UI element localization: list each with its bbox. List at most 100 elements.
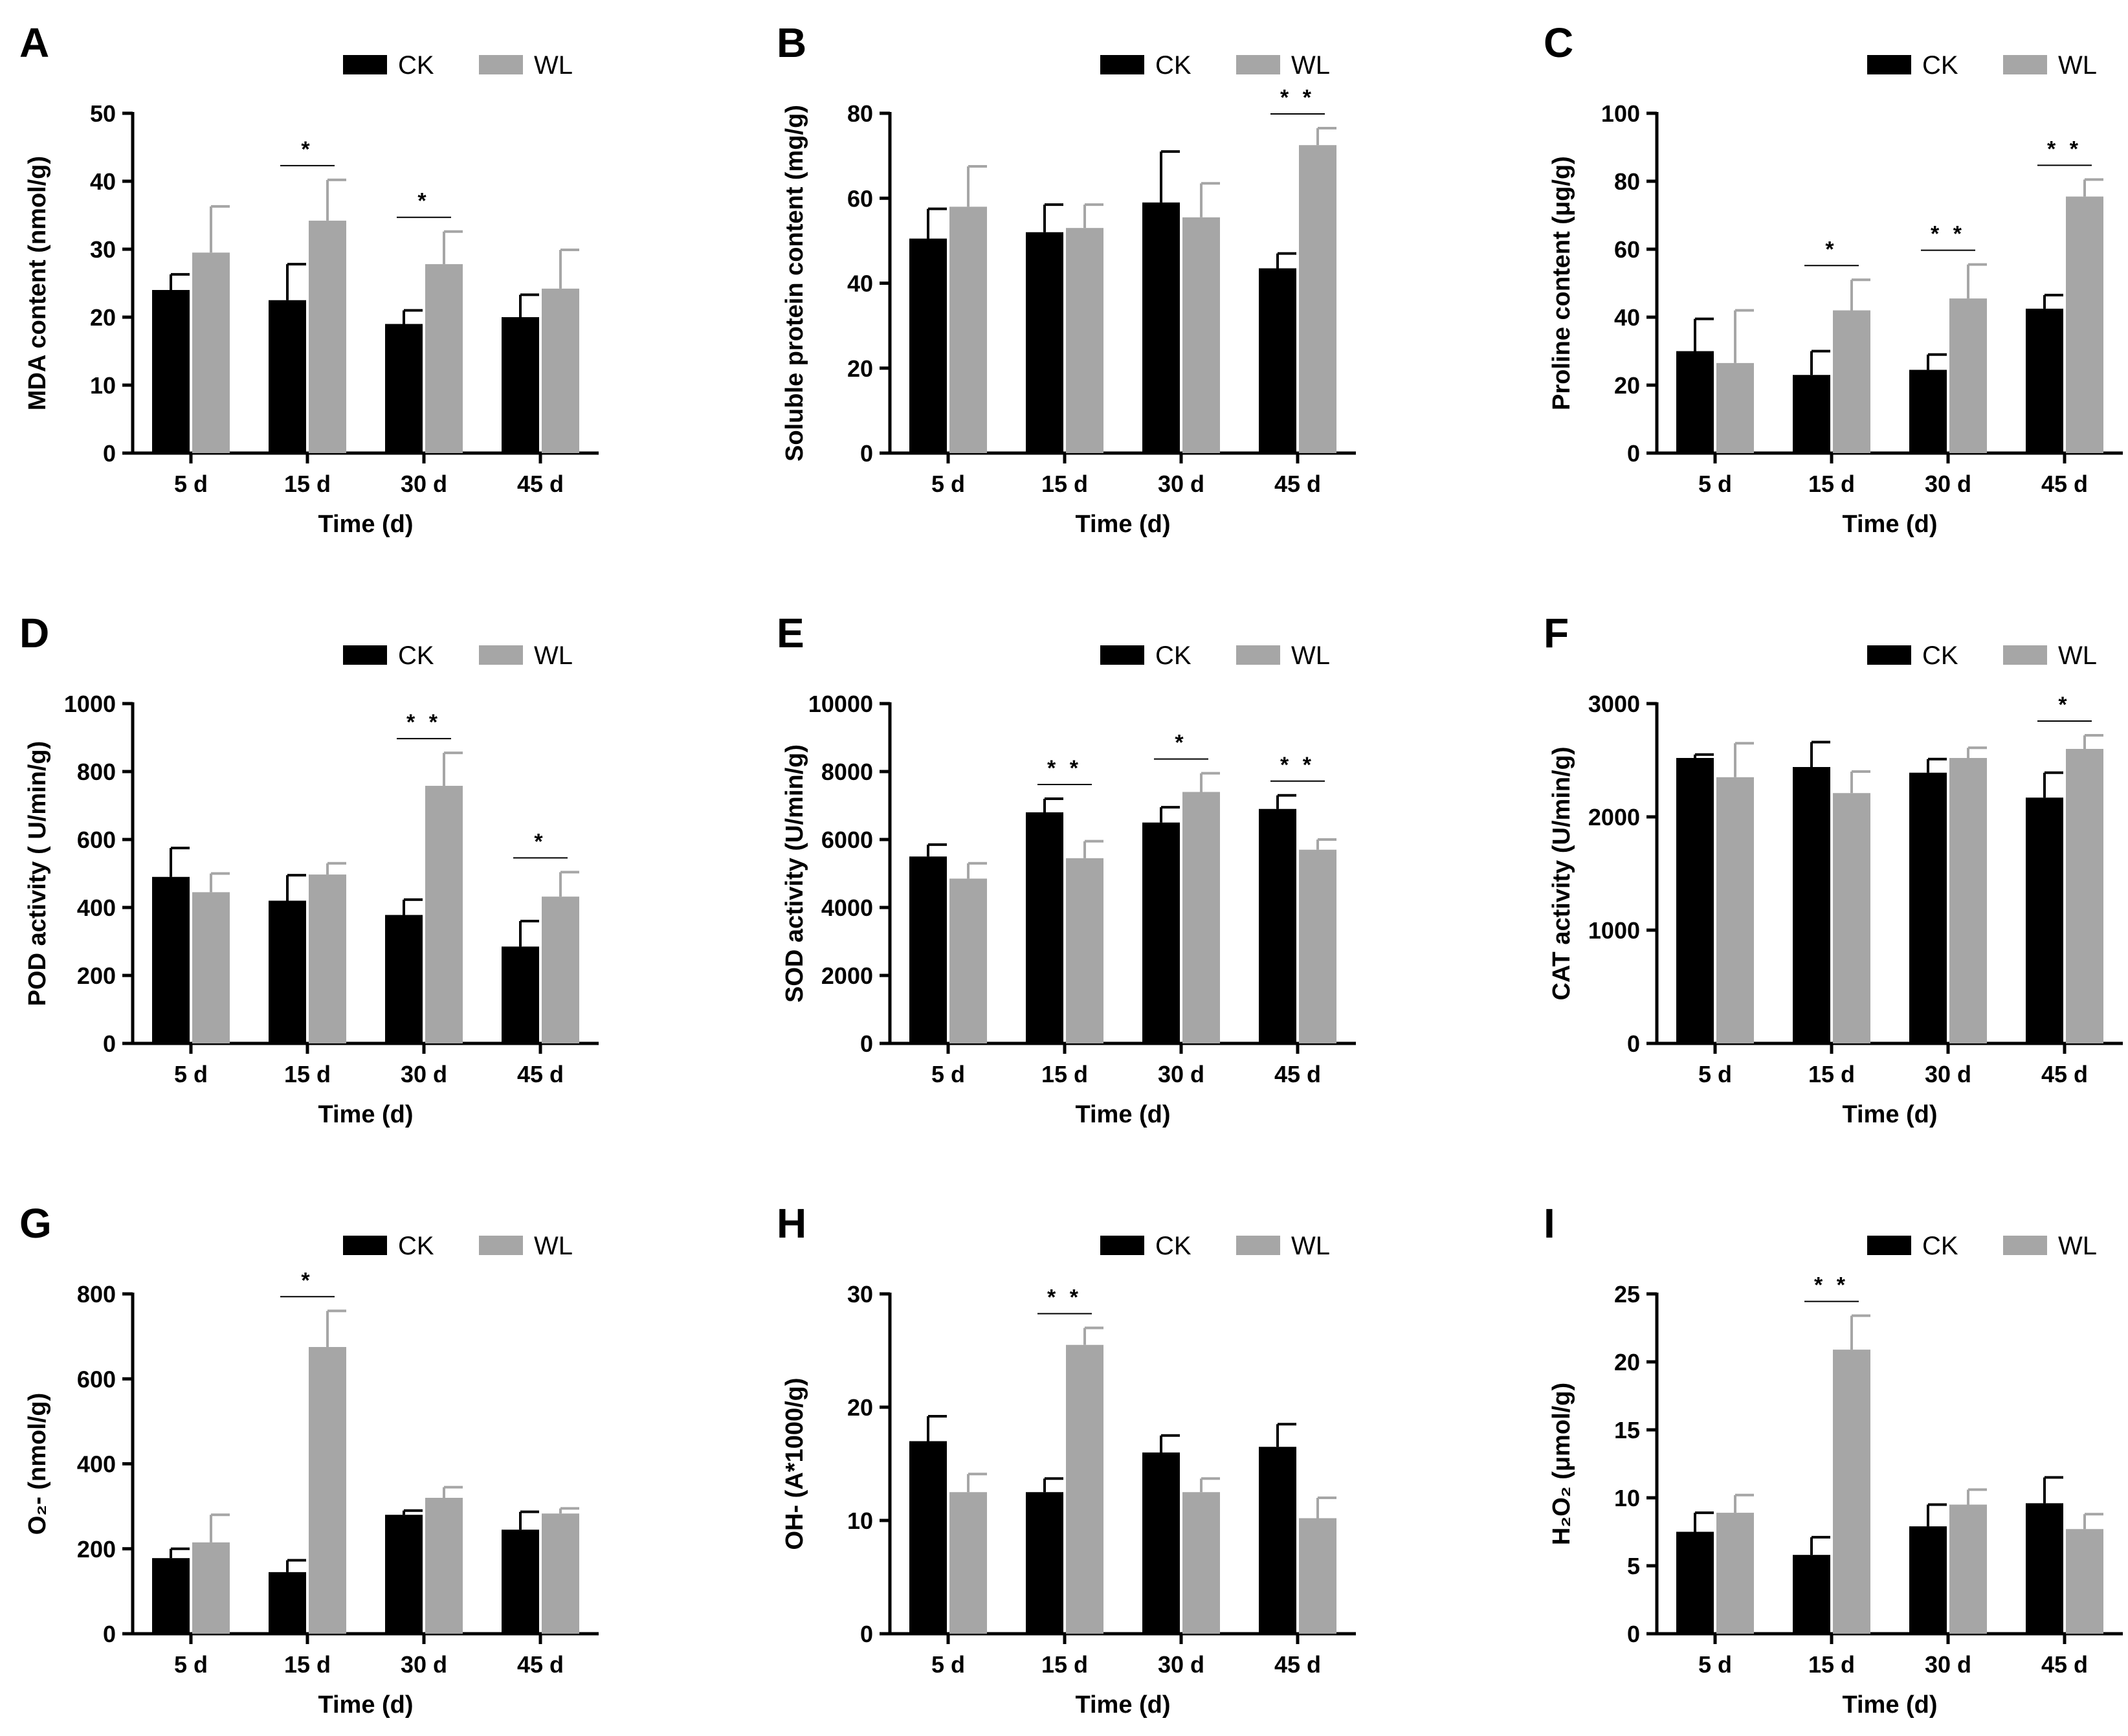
bar-wl bbox=[1299, 849, 1336, 1043]
legend-label-ck: CK bbox=[1155, 51, 1191, 80]
bar-ck bbox=[1142, 1452, 1180, 1634]
panel-g: G CK WL 0 200 400 600 800 5 d 15 d * 30 d 45 d Time (… bbox=[19, 1200, 599, 1719]
y-tick-label: 1000 bbox=[64, 691, 116, 717]
x-tick-label: 45 d bbox=[517, 1651, 564, 1678]
y-tick-label: 50 bbox=[90, 100, 116, 127]
legend-swatch-wl bbox=[1236, 55, 1280, 74]
bar-ck bbox=[502, 946, 539, 1043]
legend-label-ck: CK bbox=[398, 51, 434, 80]
y-axis-title: POD activity ( U/min/g) bbox=[24, 741, 51, 1007]
legend-swatch-ck bbox=[343, 645, 387, 665]
bar-ck bbox=[502, 1530, 539, 1634]
bar-wl bbox=[949, 206, 987, 453]
legend-label-ck: CK bbox=[1922, 1232, 1958, 1260]
bar-ck bbox=[909, 1441, 947, 1634]
legend-label-wl: WL bbox=[1291, 641, 1330, 670]
y-tick-label: 20 bbox=[1614, 1349, 1640, 1375]
y-tick-label: 30 bbox=[847, 1281, 873, 1308]
y-tick-label: 800 bbox=[77, 759, 116, 785]
legend-swatch-ck bbox=[1100, 645, 1144, 665]
panel-letter: E bbox=[777, 610, 804, 656]
bar-wl bbox=[425, 786, 463, 1043]
significance-marker: * bbox=[534, 829, 546, 854]
y-tick-label: 0 bbox=[860, 1030, 873, 1057]
legend-swatch-wl bbox=[2003, 645, 2047, 665]
panel-c: C CK WL 0 20 40 60 80 100 5 d 15 d * 30 d * * 45 d * * T… bbox=[1544, 19, 2123, 538]
y-tick-label: 10 bbox=[1614, 1485, 1640, 1511]
bar-wl bbox=[309, 220, 346, 453]
significance-marker: * * bbox=[1280, 85, 1315, 110]
y-tick-label: 200 bbox=[77, 1536, 116, 1563]
bar-wl bbox=[309, 874, 346, 1043]
bar-ck bbox=[269, 300, 306, 453]
y-tick-label: 0 bbox=[103, 1030, 116, 1057]
bar-ck bbox=[1909, 1526, 1947, 1634]
bar-wl bbox=[1182, 217, 1220, 453]
x-tick-label: 5 d bbox=[174, 1651, 208, 1678]
panel-a: A CK WL 0 10 20 30 40 50 5 d 15 d * 30 d * 45 d Time (d… bbox=[19, 19, 599, 538]
y-axis-title: CAT activity (U/min/g) bbox=[1548, 747, 1575, 1001]
bar-wl bbox=[2066, 1529, 2103, 1634]
y-tick-label: 400 bbox=[77, 895, 116, 921]
bar-ck bbox=[1676, 1531, 1714, 1634]
legend-swatch-ck bbox=[1100, 55, 1144, 74]
y-tick-label: 600 bbox=[77, 1366, 116, 1392]
y-tick-label: 0 bbox=[103, 440, 116, 467]
y-tick-label: 2000 bbox=[1588, 804, 1640, 830]
bar-wl bbox=[949, 878, 987, 1043]
x-axis-title: Time (d) bbox=[318, 1691, 413, 1719]
y-tick-label: 30 bbox=[90, 236, 116, 263]
y-tick-label: 600 bbox=[77, 827, 116, 853]
significance-marker: * bbox=[417, 189, 430, 214]
x-tick-label: 5 d bbox=[174, 1061, 208, 1087]
x-tick-label: 15 d bbox=[1041, 471, 1088, 497]
panel-letter: G bbox=[19, 1200, 52, 1247]
bar-ck bbox=[1259, 808, 1296, 1043]
bar-ck bbox=[269, 1572, 306, 1634]
y-tick-label: 25 bbox=[1614, 1281, 1640, 1308]
y-axis-title: Proline content (μg/g) bbox=[1548, 156, 1575, 410]
bar-ck bbox=[152, 290, 190, 453]
y-tick-label: 0 bbox=[860, 1621, 873, 1647]
panel-d: D CK WL 0 200 400 600 800 1000 5 d 15 d 30 d * * 45 d… bbox=[19, 610, 599, 1128]
significance-marker: * * bbox=[1814, 1273, 1849, 1298]
legend-label-wl: WL bbox=[534, 51, 573, 80]
bar-ck bbox=[2026, 308, 2063, 453]
bar-wl bbox=[425, 1498, 463, 1634]
y-tick-label: 20 bbox=[847, 1394, 873, 1421]
y-tick-label: 0 bbox=[103, 1621, 116, 1647]
x-tick-label: 15 d bbox=[1808, 1061, 1855, 1087]
bar-ck bbox=[1142, 202, 1180, 453]
x-tick-label: 5 d bbox=[1698, 471, 1732, 497]
bar-wl bbox=[192, 1542, 230, 1634]
y-tick-label: 20 bbox=[90, 304, 116, 331]
significance-marker: * * bbox=[406, 710, 441, 735]
x-axis-title: Time (d) bbox=[1075, 511, 1170, 538]
bar-ck bbox=[1142, 822, 1180, 1043]
bar-wl bbox=[542, 896, 579, 1043]
legend-label-ck: CK bbox=[398, 1232, 434, 1260]
x-tick-label: 45 d bbox=[1274, 1651, 1321, 1678]
bar-wl bbox=[949, 1492, 987, 1634]
y-tick-label: 0 bbox=[1627, 1030, 1640, 1057]
bar-ck bbox=[1026, 232, 1063, 453]
panel-letter: H bbox=[777, 1200, 806, 1247]
panel-f: F CK WL 0 1000 2000 3000 5 d 15 d 30 d 45 d * Time (… bbox=[1544, 610, 2123, 1128]
x-axis-title: Time (d) bbox=[1842, 1101, 1937, 1128]
significance-marker: * bbox=[1825, 237, 1837, 262]
bar-wl bbox=[1949, 1504, 1987, 1634]
x-tick-label: 30 d bbox=[1925, 471, 1971, 497]
legend-swatch-wl bbox=[479, 1236, 523, 1255]
bar-ck bbox=[1026, 1492, 1063, 1634]
x-tick-label: 5 d bbox=[1698, 1651, 1732, 1678]
bar-ck bbox=[1793, 1555, 1830, 1634]
legend-label-wl: WL bbox=[534, 641, 573, 670]
y-tick-label: 100 bbox=[1601, 100, 1640, 127]
x-tick-label: 5 d bbox=[931, 1651, 965, 1678]
bar-wl bbox=[1949, 758, 1987, 1043]
x-tick-label: 45 d bbox=[517, 471, 564, 497]
bar-ck bbox=[152, 876, 190, 1043]
panel-letter: C bbox=[1544, 19, 1573, 66]
x-tick-label: 15 d bbox=[284, 1061, 331, 1087]
